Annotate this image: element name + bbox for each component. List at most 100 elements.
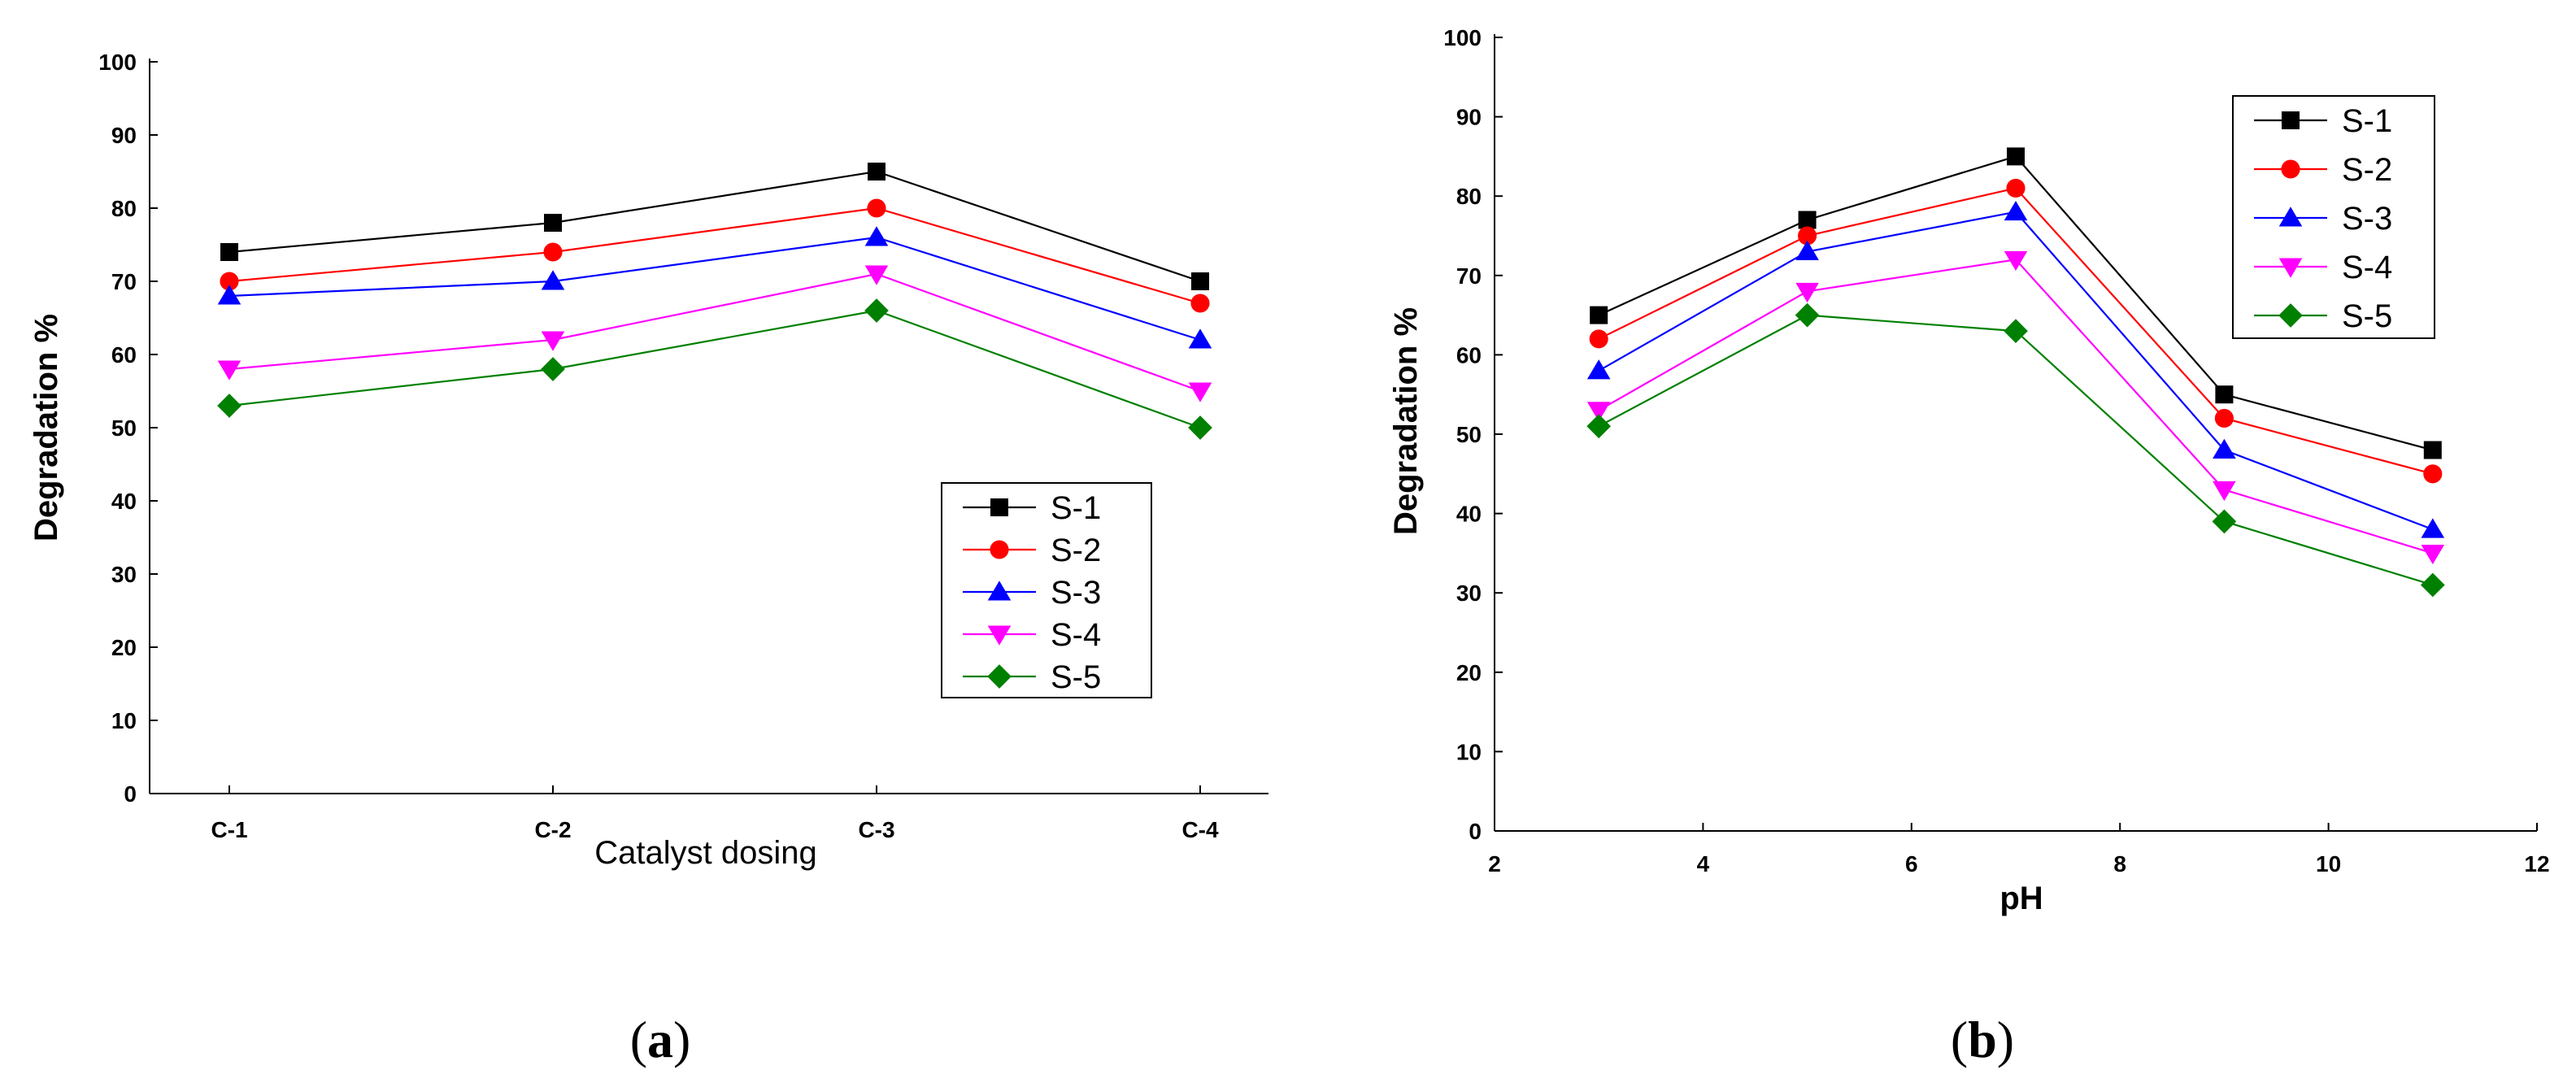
data-point [1798, 226, 1817, 246]
legend-marker [2278, 207, 2303, 227]
data-point [1188, 382, 1212, 402]
legend-marker [2281, 159, 2300, 179]
x-tick-label: 2 [1488, 851, 1501, 876]
series-line [228, 236, 1201, 341]
y-tick-label: 50 [111, 415, 137, 441]
series-s-4 [217, 265, 1212, 402]
y-tick-label: 90 [111, 123, 137, 148]
x-tick-label: 8 [2113, 851, 2126, 876]
data-point [1590, 306, 1608, 324]
x-axis-title: Catalyst dosing [594, 835, 816, 871]
legend-item: S-1 [2254, 103, 2392, 139]
data-point [541, 331, 565, 351]
x-tick-label: C-1 [211, 817, 247, 842]
chart-panel-b: 0 10 20 30 40 50 60 70 80 90 100 2 4 6 8 10 12 Degradatio… [1388, 25, 2550, 1068]
data-point [2421, 544, 2445, 565]
panel-label-open: ( [1951, 1011, 1968, 1068]
series-s-1 [220, 163, 1209, 290]
legend-label: S-4 [1051, 617, 1101, 653]
data-point [2004, 250, 2028, 272]
data-point [2213, 438, 2236, 459]
y-tick-label: 40 [111, 489, 137, 514]
legend-item: S-5 [2254, 298, 2392, 334]
y-tick-label: 10 [111, 708, 137, 733]
data-point [1795, 240, 1819, 260]
data-point [1795, 282, 1819, 303]
legend-item: S-5 [963, 659, 1101, 695]
legend-item: S-2 [963, 533, 1101, 568]
y-tick-label: 100 [1443, 25, 1482, 50]
series-line [228, 207, 1201, 305]
legend-item: S-4 [963, 617, 1101, 653]
chart-panel-a: 0 10 20 30 40 50 60 70 80 90 100 C-1 C-2 C-3 C-4 Degrad… [28, 50, 1268, 1068]
panel-label-letter: b [1968, 1011, 1997, 1068]
series-s-2 [1589, 178, 2443, 484]
legend-marker [990, 540, 1009, 559]
data-point [541, 357, 565, 381]
y-tick-label: 50 [1456, 422, 1482, 447]
series-line [228, 170, 1201, 283]
panel-label-open: ( [630, 1011, 647, 1068]
x-tick-label: C-3 [858, 817, 894, 842]
data-point [1586, 414, 1612, 439]
data-point [541, 270, 565, 290]
data-point [2006, 178, 2026, 198]
data-point [864, 298, 889, 323]
series-s-3 [1586, 200, 2445, 538]
legend-marker [990, 498, 1008, 516]
data-point [2212, 509, 2237, 534]
legend-item: S-1 [963, 490, 1101, 526]
data-point [868, 163, 886, 180]
legend-marker [987, 664, 1012, 689]
legend-item: S-3 [2254, 201, 2392, 237]
series-line [228, 272, 1201, 393]
legend-item: S-2 [2254, 152, 2392, 188]
data-point [1586, 402, 1611, 422]
legend-label: S-5 [2342, 298, 2392, 334]
data-point [1798, 211, 1817, 229]
data-point [217, 394, 242, 418]
series-s-5 [1586, 302, 2445, 598]
data-point [864, 265, 889, 285]
data-point [2004, 200, 2028, 221]
y-tick-label: 60 [111, 342, 137, 368]
legend-marker [2278, 258, 2303, 278]
data-point [2007, 147, 2025, 166]
y-tick-label: 70 [1456, 263, 1482, 289]
legend-box [941, 482, 1152, 698]
y-tick-label: 20 [1456, 660, 1482, 685]
x-tick-label: 10 [2316, 851, 2341, 876]
data-point [217, 285, 242, 305]
data-point [2423, 441, 2442, 459]
legend-label: S-2 [2342, 152, 2392, 188]
legend-label: S-2 [1051, 533, 1101, 568]
legend-item: S-4 [2254, 250, 2392, 285]
series-s-5 [217, 298, 1212, 440]
y-axis-title: Degradation % [28, 314, 64, 542]
data-point [1190, 294, 1210, 313]
data-point [1191, 272, 1209, 290]
legend-label: S-3 [1051, 575, 1101, 611]
y-tick-label: 40 [1456, 502, 1482, 527]
data-point [217, 360, 242, 381]
legend-label: S-5 [1051, 659, 1101, 695]
series-line [228, 309, 1201, 429]
data-point [220, 272, 239, 291]
x-tick-label: C-2 [534, 817, 571, 842]
legend: S-1 S-2 S-3 S-4 S-5 [941, 482, 1152, 698]
data-point [544, 214, 562, 232]
y-tick-label: 60 [1456, 342, 1482, 368]
y-tick-label: 90 [1456, 105, 1482, 130]
panel-label: (a) [630, 1011, 691, 1068]
data-point [1589, 329, 1608, 349]
panel-label-letter: a [647, 1011, 673, 1068]
y-tick-label: 0 [124, 781, 137, 807]
y-tick-label: 30 [111, 562, 137, 587]
data-point [2214, 408, 2234, 428]
legend-label: S-4 [2342, 250, 2392, 285]
x-tick-label: 6 [1905, 851, 1918, 876]
y-tick-label: 20 [111, 635, 137, 660]
y-tick-label: 80 [1456, 184, 1482, 209]
series-s-3 [217, 226, 1212, 349]
